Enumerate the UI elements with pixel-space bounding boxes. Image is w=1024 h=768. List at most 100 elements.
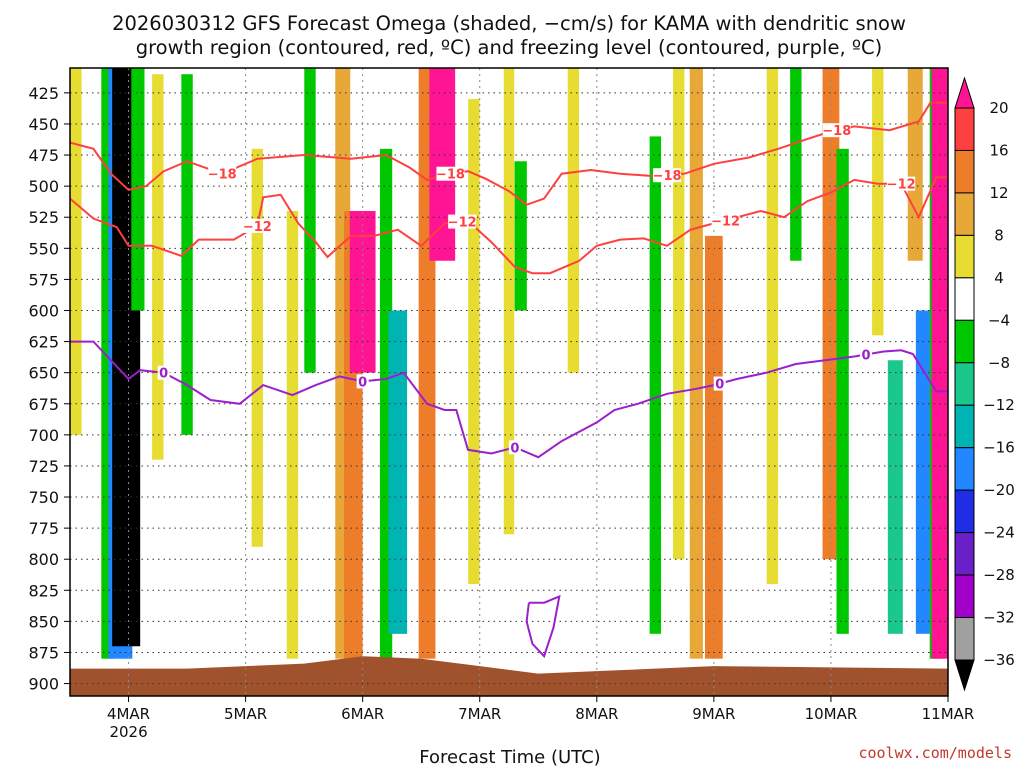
- x-tick-label-5MAR: 5MAR: [224, 705, 267, 723]
- contour-label-bg-1-3: [887, 176, 916, 191]
- y-tick-label-575: 575: [28, 270, 59, 289]
- y-tick-label-450: 450: [28, 115, 59, 134]
- x-tick-label-7MAR: 7MAR: [458, 705, 501, 723]
- terrain-fill: [70, 656, 948, 696]
- x-tick-label-6MAR: 6MAR: [341, 705, 384, 723]
- x-axis-label: Forecast Time (UTC): [419, 747, 600, 768]
- contour-label-0-2: −18: [653, 169, 682, 184]
- omega-cell-18: [503, 68, 515, 535]
- x-tick-label-8MAR: 8MAR: [575, 705, 618, 723]
- contour-line-dgz--12C: [70, 176, 948, 275]
- y-tick-label-825: 825: [28, 581, 59, 600]
- contour-label-bg-0-0: [208, 166, 237, 181]
- colorbar-bin-13: [954, 617, 975, 661]
- omega-cell-29: [872, 68, 884, 336]
- contour-label-bg-1-0: [243, 218, 272, 233]
- omega-cell-23: [689, 68, 703, 659]
- contour-label-bg-2-4: [860, 347, 873, 362]
- contour-label-2-0: 0: [159, 367, 168, 382]
- y-axis: 425 450 475 500 525 550 575 600 625 650 675 700 725 7…: [28, 84, 70, 694]
- contour-label-bg-2-1: [356, 374, 369, 389]
- omega-cell-9: [304, 68, 316, 373]
- contour-label-1-0: −12: [243, 220, 272, 235]
- colorbar-label-3: 8: [994, 226, 1004, 244]
- omega-cell-25: [766, 68, 779, 585]
- colorbar-label-2: 12: [989, 184, 1008, 202]
- colorbar-label-11: −28: [983, 566, 1015, 584]
- colorbar-label-10: −24: [983, 524, 1015, 542]
- omega-cell-17: [468, 99, 480, 585]
- colorbar-top-triangle: [954, 76, 975, 109]
- y-tick-label-700: 700: [28, 426, 59, 445]
- contour-label-0-0: −18: [208, 168, 237, 183]
- y-tick-label-550: 550: [28, 239, 59, 258]
- colorbar-label-6: −8: [988, 354, 1010, 372]
- x-tick-label-11MAR: 11MAR: [922, 705, 975, 723]
- colorbar-label-0: 20: [989, 99, 1008, 117]
- colorbar-label-7: −12: [983, 396, 1015, 414]
- contour-label-bg-1-2: [711, 213, 740, 228]
- y-tick-label-425: 425: [28, 84, 59, 103]
- grid: [70, 68, 948, 696]
- contour-label-1-2: −12: [711, 214, 740, 229]
- colorbar-label-9: −20: [983, 481, 1015, 499]
- contour-label-bg-2-0: [157, 365, 170, 380]
- colorbar-bin-8: [954, 404, 975, 449]
- colorbar-label-13: −36: [983, 651, 1015, 669]
- y-tick-label-600: 600: [28, 301, 59, 320]
- y-tick-label-875: 875: [28, 643, 59, 662]
- x-tick-label-10MAR: 10MAR: [805, 705, 858, 723]
- x-tick-label-4MAR: 4MAR: [107, 705, 150, 723]
- y-tick-label-750: 750: [28, 488, 59, 507]
- contour-label-bg-2-3: [713, 376, 726, 391]
- contour-label-2-2: 0: [510, 441, 519, 456]
- colorbar-bottom-triangle: [954, 659, 975, 692]
- y-tick-label-525: 525: [28, 208, 59, 227]
- contour-label-2-4: 0: [862, 349, 871, 364]
- colorbar-bin-10: [954, 489, 975, 534]
- y-tick-label-850: 850: [28, 612, 59, 631]
- contour-label-0-3: −18: [822, 124, 851, 139]
- y-tick-label-500: 500: [28, 177, 59, 196]
- contour-line-freezing-0C-closed: [525, 594, 561, 659]
- omega-cell-4: [131, 68, 145, 311]
- omega-cell-31: [907, 68, 923, 261]
- contour-line-freezing-0C: [70, 340, 948, 459]
- omega-cell-21: [649, 136, 662, 634]
- omega-cell-26: [790, 68, 802, 261]
- contour-label-bg-2-2: [508, 440, 521, 455]
- colorbar-bin-1: [954, 107, 975, 151]
- colorbar-label-4: 4: [994, 269, 1004, 287]
- contours: −18 −18 −18 −18 −12 −12 −12 −12 0 0 0 0 0: [70, 101, 948, 659]
- omega-cell-34: [931, 68, 948, 659]
- colorbar-label-8: −16: [983, 439, 1015, 457]
- omega-cell-14: [388, 310, 408, 634]
- colorbar-bin-11: [954, 532, 975, 576]
- colorbar-bin-12: [954, 574, 975, 619]
- colorbar-label-5: −4: [988, 311, 1010, 329]
- chart-title-line-1: 2026030312 GFS Forecast Omega (shaded, −…: [112, 12, 906, 35]
- omega-cell-16: [429, 68, 456, 261]
- colorbar-label-1: 16: [989, 141, 1008, 159]
- colorbar-bin-9: [954, 447, 975, 491]
- contour-label-bg-0-3: [822, 123, 851, 138]
- colorbar: 20 16 12 8 4 −4 −8 −12 −16 −20 −24 −28 −32 −36: [954, 76, 1015, 692]
- y-tick-label-675: 675: [28, 395, 59, 414]
- y-tick-label-900: 900: [28, 675, 59, 694]
- x-tick-sublabel-4MAR: 2026: [109, 723, 147, 741]
- omega-cell-7: [251, 148, 264, 547]
- colorbar-bin-6: [954, 319, 975, 364]
- colorbar-bin-2: [954, 149, 975, 194]
- omega-cell-19: [514, 161, 527, 311]
- colorbar-bin-3: [954, 192, 975, 236]
- colorbar-label-12: −32: [983, 609, 1015, 627]
- omega-cell-28: [836, 148, 849, 634]
- omega-cell-5: [152, 74, 164, 460]
- y-tick-label-775: 775: [28, 519, 59, 538]
- source-credit: coolwx.com/models: [858, 744, 1012, 762]
- contour-label-1-1: −12: [448, 216, 477, 231]
- omega-cell-8: [286, 211, 299, 659]
- omega-cell-0: [70, 68, 82, 435]
